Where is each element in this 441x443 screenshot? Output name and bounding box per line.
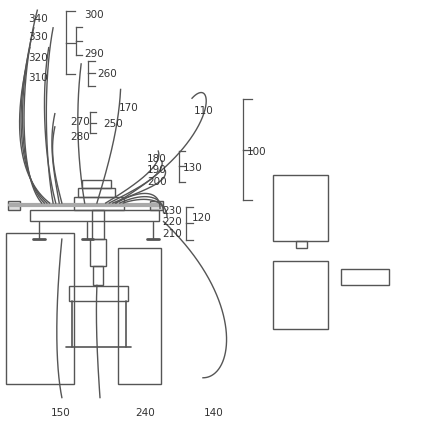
- Text: 250: 250: [103, 119, 123, 129]
- Bar: [82, 180, 111, 187]
- Text: 110: 110: [193, 105, 213, 116]
- Text: 230: 230: [163, 206, 183, 216]
- Bar: [341, 268, 389, 285]
- Bar: [296, 241, 307, 248]
- Bar: [6, 233, 74, 385]
- Text: 300: 300: [84, 10, 103, 19]
- Text: 290: 290: [84, 49, 104, 59]
- Bar: [30, 210, 159, 222]
- Text: 150: 150: [50, 408, 70, 419]
- Bar: [273, 261, 328, 329]
- Text: 240: 240: [135, 408, 155, 419]
- Text: 190: 190: [147, 165, 167, 175]
- Text: 320: 320: [29, 53, 49, 63]
- Text: 140: 140: [204, 408, 224, 419]
- Bar: [78, 187, 116, 197]
- Bar: [93, 265, 103, 285]
- Bar: [150, 201, 163, 210]
- Text: 120: 120: [192, 213, 212, 223]
- Text: 100: 100: [247, 147, 266, 157]
- Bar: [8, 201, 20, 210]
- Text: 180: 180: [147, 154, 167, 164]
- Bar: [69, 286, 128, 301]
- Text: 260: 260: [97, 70, 117, 79]
- Text: 270: 270: [71, 117, 90, 127]
- Text: 330: 330: [29, 32, 49, 43]
- Bar: [273, 175, 328, 241]
- Bar: [90, 239, 106, 265]
- Bar: [117, 248, 161, 385]
- Text: 170: 170: [119, 103, 138, 113]
- Text: 210: 210: [163, 229, 183, 239]
- Bar: [74, 197, 124, 210]
- Text: 280: 280: [71, 132, 90, 142]
- Text: 340: 340: [29, 14, 49, 24]
- Text: 200: 200: [147, 177, 167, 187]
- Text: 130: 130: [183, 163, 203, 173]
- Text: 310: 310: [29, 74, 49, 83]
- Text: 220: 220: [163, 218, 183, 227]
- Bar: [92, 210, 105, 239]
